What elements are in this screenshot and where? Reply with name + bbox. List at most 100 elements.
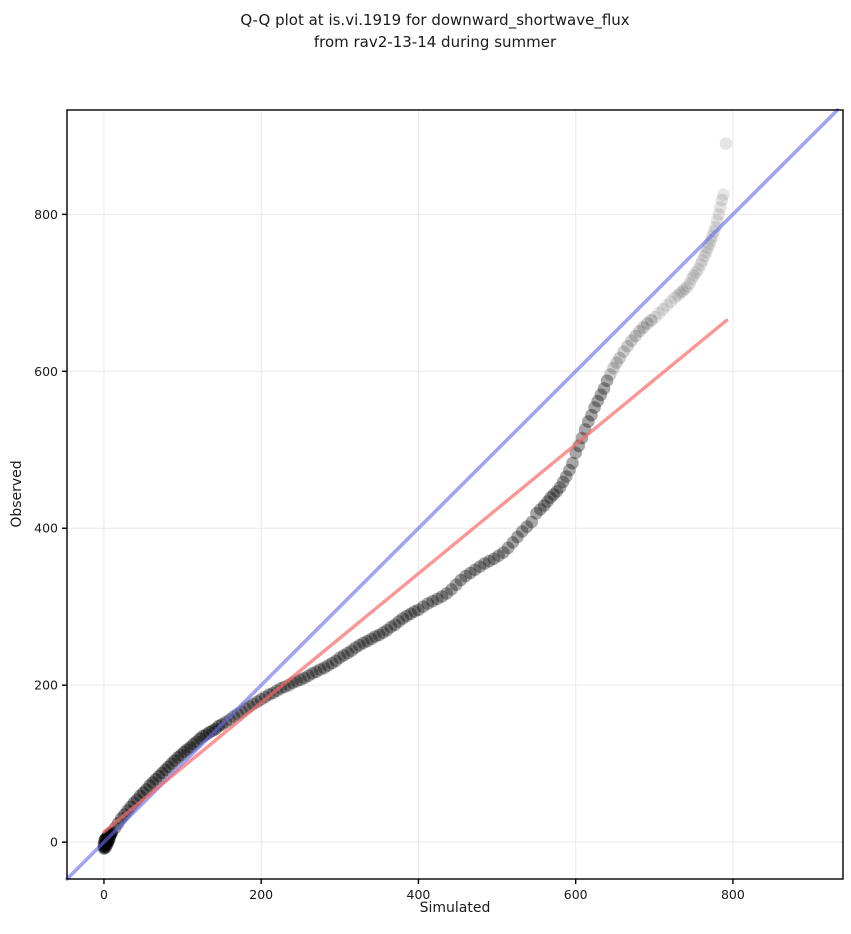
data-point [306, 667, 319, 680]
chart-title-line1: Q-Q plot at is.vi.1919 for downward_shor… [240, 11, 630, 29]
data-point [644, 314, 658, 327]
x-axis-label: Simulated [419, 900, 491, 916]
data-point [566, 456, 579, 470]
data-point [674, 286, 687, 300]
data-point [400, 609, 413, 623]
data-point [298, 671, 311, 685]
data-point [313, 663, 327, 676]
data-point [676, 285, 689, 298]
data-point [468, 563, 482, 577]
data-point [149, 773, 163, 786]
data-point [520, 520, 534, 533]
data-point [511, 530, 524, 544]
data-point [692, 263, 705, 276]
data-point [652, 306, 666, 320]
data-point [459, 569, 472, 583]
data-point [317, 661, 331, 675]
data-point [560, 470, 573, 483]
data-point [689, 266, 703, 279]
data-point [621, 339, 634, 353]
data-point [152, 769, 166, 783]
data-point [607, 361, 620, 375]
data-point [165, 757, 178, 770]
chart-title-line2: from rav2-13-14 during summer [313, 33, 557, 51]
axis-ticks: 0 200 400 600 800 0 200 400 600 800 [34, 207, 745, 902]
data-point [719, 137, 733, 150]
data-point [206, 724, 219, 737]
data-point [717, 188, 730, 201]
data-point [168, 754, 181, 767]
data-point [294, 673, 307, 686]
data-point [337, 649, 351, 662]
data-point [426, 594, 439, 608]
data-point [392, 615, 406, 628]
data-point [617, 345, 630, 359]
data-point [408, 605, 421, 618]
data-point [569, 446, 582, 460]
data-point [698, 249, 711, 263]
data-point [588, 401, 601, 414]
data-point [384, 620, 398, 634]
data-point [656, 303, 670, 316]
data-point [181, 743, 194, 756]
data-point [372, 628, 386, 642]
data-point [464, 566, 477, 580]
data-point [309, 665, 323, 679]
data-point [100, 836, 113, 850]
data-point [412, 603, 425, 617]
data-point [629, 329, 642, 343]
data-point [171, 751, 185, 764]
data-point [556, 475, 570, 489]
data-point [547, 488, 560, 501]
data-point [534, 503, 547, 516]
plot-border [66, 109, 844, 880]
data-point [714, 201, 727, 214]
data-point [541, 495, 554, 508]
data-point [678, 282, 692, 296]
y-tick-label: 0 [50, 835, 58, 850]
data-point [445, 583, 458, 596]
data-point [482, 554, 496, 568]
data-point [544, 491, 557, 504]
data-point [683, 277, 696, 290]
data-point [325, 656, 339, 670]
data-point [478, 557, 491, 570]
data-point [454, 573, 468, 587]
data-point [664, 295, 678, 308]
data-point [473, 560, 487, 573]
data-point [597, 382, 611, 395]
data-point [640, 317, 654, 330]
x-tick-label: 400 [407, 887, 431, 902]
data-point [685, 272, 699, 286]
data-point [349, 641, 362, 654]
data-point [553, 481, 567, 494]
data-point [694, 258, 707, 271]
data-point [341, 646, 355, 660]
data-point [550, 485, 564, 498]
data-point [155, 766, 169, 780]
y-tick-label: 600 [34, 364, 58, 379]
data-point [712, 208, 726, 221]
data-point [254, 693, 268, 706]
data-point [143, 779, 156, 792]
x-tick-label: 600 [564, 887, 588, 902]
data-point [162, 760, 175, 774]
data-point [449, 578, 463, 591]
data-point [563, 463, 576, 477]
data-point [660, 299, 674, 312]
data-point [388, 618, 402, 632]
data-point [687, 269, 700, 282]
data-point [345, 644, 358, 657]
data-point [440, 587, 454, 600]
data-point [376, 626, 390, 639]
data-point [600, 374, 614, 388]
data-point [594, 388, 608, 402]
data-point [492, 549, 505, 562]
data-point [582, 415, 595, 428]
data-point [146, 776, 159, 789]
data-point [506, 536, 520, 549]
data-point [537, 499, 551, 512]
x-tick-label: 0 [100, 887, 108, 902]
data-point [501, 541, 515, 555]
